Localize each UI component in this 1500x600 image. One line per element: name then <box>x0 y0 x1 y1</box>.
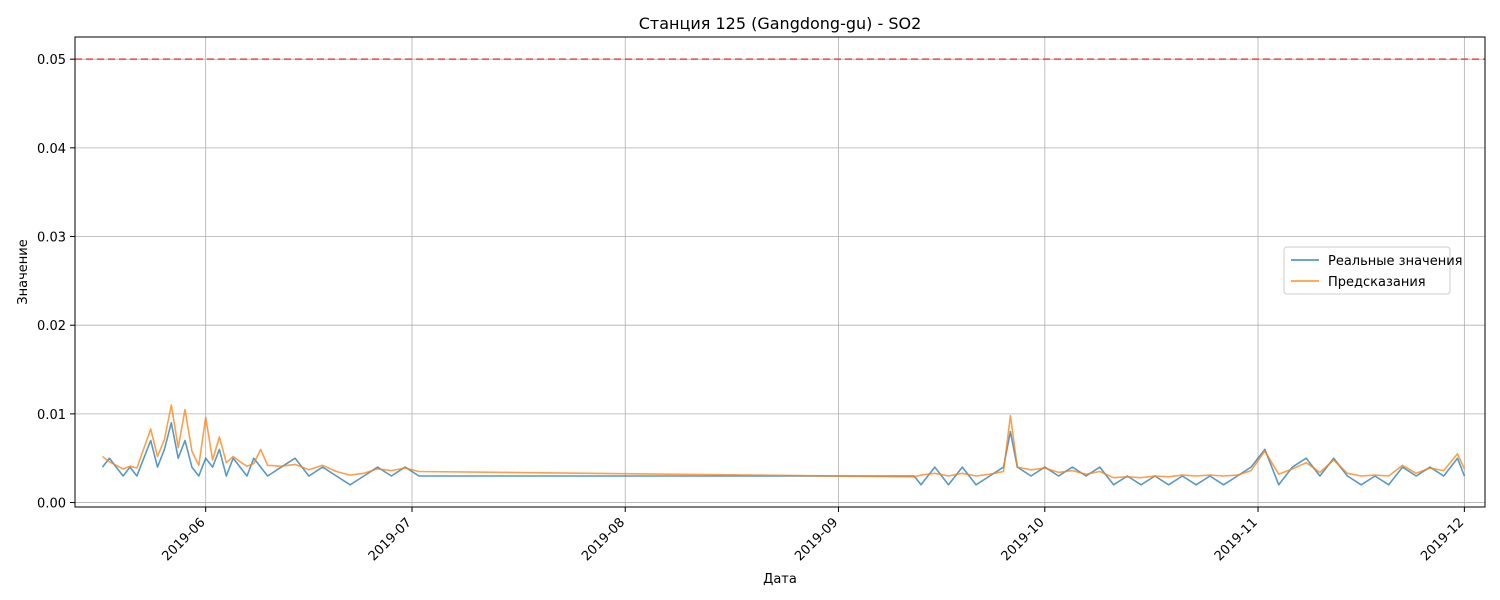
x-axis-label: Дата <box>763 572 797 587</box>
y-tick-label: 0.01 <box>37 408 66 423</box>
legend-box <box>1283 246 1451 295</box>
legend-label-pred: Предсказания <box>1328 275 1426 290</box>
series-line-real <box>101 422 1466 486</box>
y-tick-label: 0.02 <box>37 319 66 334</box>
legend-label-real: Реальные значения <box>1328 254 1463 269</box>
y-tick-label: 0.00 <box>37 497 66 512</box>
y-axis-label: Значение <box>16 239 31 304</box>
y-tick-label: 0.04 <box>37 142 66 157</box>
y-tick-label: 0.05 <box>37 53 66 68</box>
series-line-prediction <box>102 404 1466 479</box>
y-tick-label: 0.03 <box>37 231 66 246</box>
chart-title: Станция 125 (Gangdong-gu) - SO2 <box>639 14 922 33</box>
series-lines <box>101 404 1466 486</box>
y-axis-ticks: 0.00 0.01 0.02 0.03 0.04 0.05 <box>37 53 75 512</box>
legend: Реальные значения Предсказания <box>1283 246 1463 295</box>
plot-area-frame <box>74 36 1486 508</box>
